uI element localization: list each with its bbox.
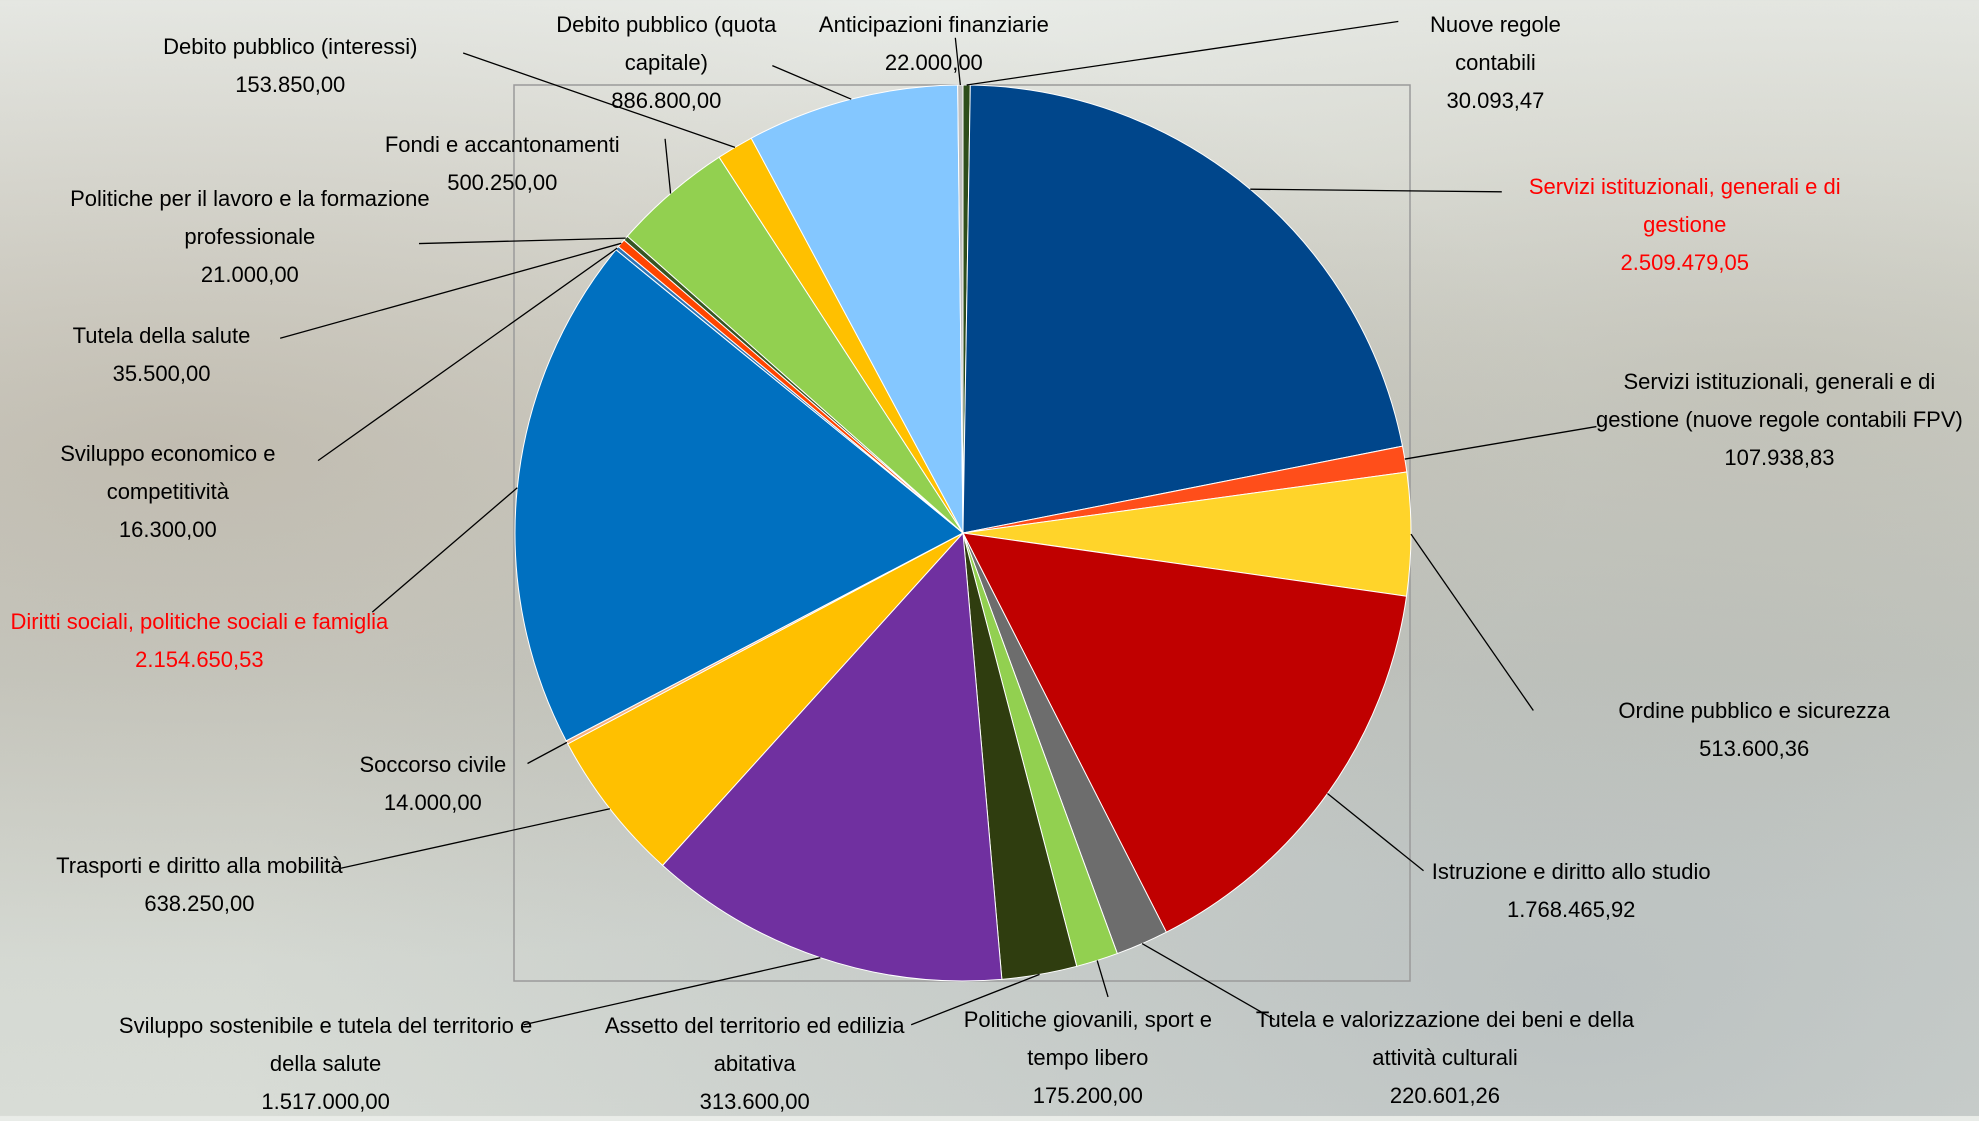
value-label: 30.093,47 [1401,82,1590,120]
value-label: 21.000,00 [67,256,433,294]
leader-line [1250,189,1502,192]
slice-label: Debito pubblico (quota capitale)886.800,… [546,6,786,120]
value-label: 638.250,00 [35,885,363,923]
category-label: Assetto del territorio ed edilizia abita… [584,1007,925,1083]
slice-label: Sviluppo sostenibile e tutela del territ… [111,1007,540,1121]
category-label: Trasporti e diritto alla mobilità [35,847,363,885]
slice-label: Politiche giovanili, sport e tempo liber… [943,1001,1233,1115]
category-label: Fondi e accantonamenti [332,126,673,164]
category-label: Anticipazioni finanziarie [764,6,1105,44]
value-label: 2.509.479,05 [1489,244,1880,282]
value-label: 513.600,36 [1565,730,1944,768]
category-label: Sviluppo economico e competitività [4,435,332,511]
category-label: Sviluppo sostenibile e tutela del territ… [111,1007,540,1083]
leader-line [1405,427,1597,459]
category-label: Tutela e valorizzazione dei beni e della… [1249,1001,1640,1077]
slice-label: Servizi istituzionali, generali e di ges… [1489,168,1880,282]
page: (() => { const data = JSON.parse(documen… [0,0,1979,1116]
value-label: 2.154.650,53 [0,641,408,679]
slice-label: Debito pubblico (interessi)153.850,00 [101,28,480,104]
category-label: Servizi istituzionali, generali e di ges… [1489,168,1880,244]
category-label: Soccorso civile [319,746,546,784]
leader-line [1097,960,1108,997]
slice-label: Diritti sociali, politiche sociali e fam… [0,603,408,679]
leader-line [372,488,517,612]
category-label: Istruzione e diritto allo studio [1413,853,1729,891]
category-label: Servizi istituzionali, generali e di ges… [1590,363,1969,439]
leader-line [1327,794,1423,871]
value-label: 35.500,00 [29,355,294,393]
category-label: Politiche giovanili, sport e tempo liber… [943,1001,1233,1077]
value-label: 1.768.465,92 [1413,891,1729,929]
category-label: Tutela della salute [29,317,294,355]
category-label: Nuove regole contabili [1401,6,1590,82]
slice-label: Servizi istituzionali, generali e di ges… [1590,363,1969,477]
category-label: Ordine pubblico e sicurezza [1565,692,1944,730]
value-label: 14.000,00 [319,784,546,822]
value-label: 220.601,26 [1249,1077,1640,1115]
value-label: 886.800,00 [546,82,786,120]
slice-label: Tutela e valorizzazione dei beni e della… [1249,1001,1640,1115]
value-label: 153.850,00 [101,66,480,104]
category-label: Diritti sociali, politiche sociali e fam… [0,603,408,641]
category-label: Debito pubblico (interessi) [101,28,480,66]
value-label: 107.938,83 [1590,439,1969,477]
value-label: 175.200,00 [943,1077,1233,1115]
slice-label: Assetto del territorio ed edilizia abita… [584,1007,925,1121]
value-label: 22.000,00 [764,44,1105,82]
leader-line [419,238,626,243]
value-label: 1.517.000,00 [111,1083,540,1121]
value-label: 16.300,00 [4,511,332,549]
category-label: Debito pubblico (quota capitale) [546,6,786,82]
value-label: 313.600,00 [584,1083,925,1121]
leader-line [1411,534,1533,710]
value-label: 500.250,00 [332,164,673,202]
